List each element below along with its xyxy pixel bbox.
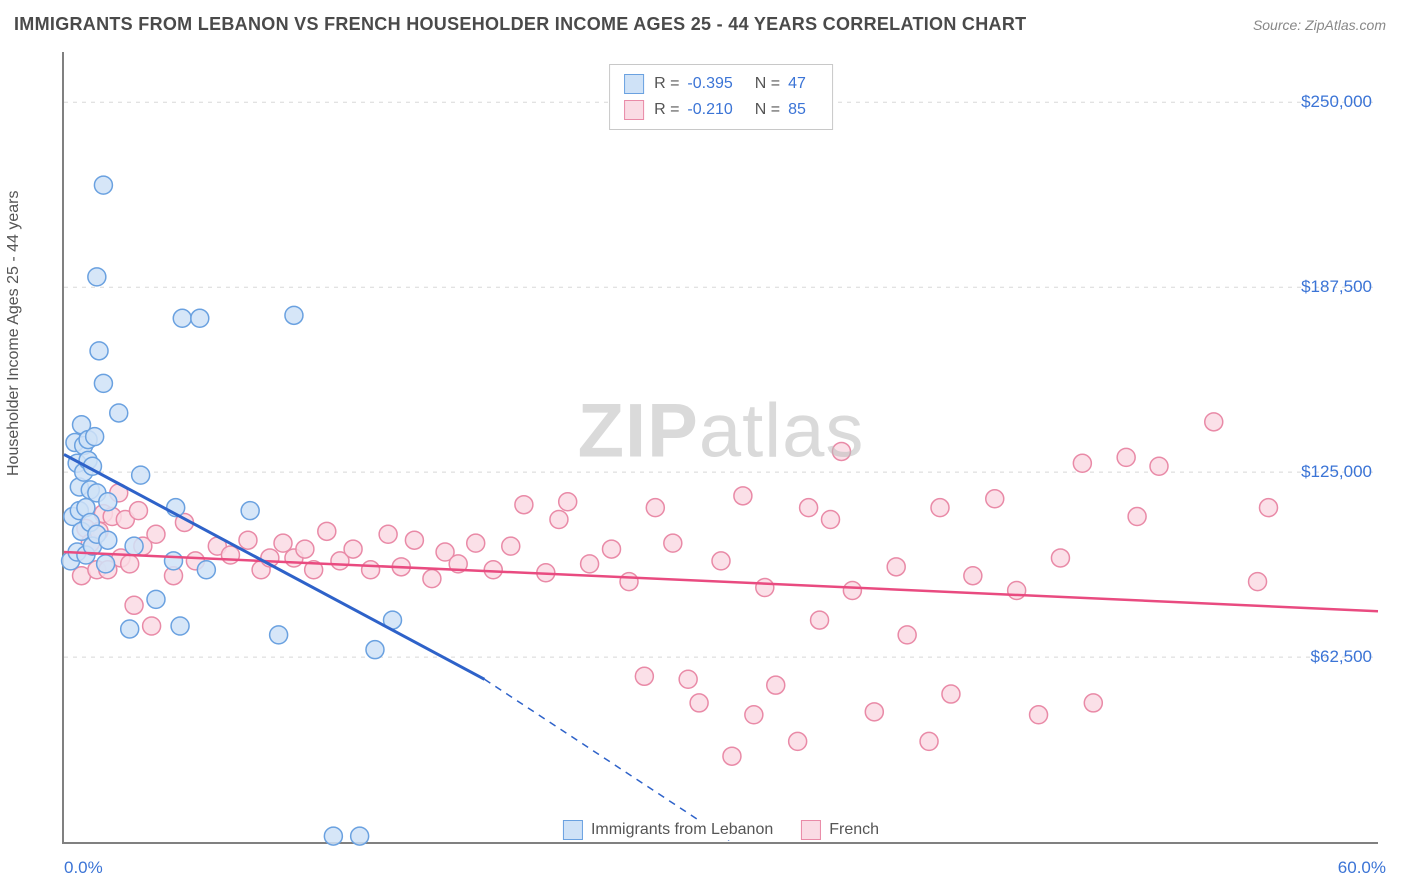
chart-container: Householder Income Ages 25 - 44 years ZI…	[16, 46, 1392, 876]
legend-row-french: R = -0.210 N = 85	[624, 97, 818, 123]
trend-line	[484, 679, 731, 842]
legend-row-lebanon: R = -0.395 N = 47	[624, 71, 818, 97]
x-axis-max: 60.0%	[1338, 858, 1386, 878]
source-label: Source: ZipAtlas.com	[1253, 17, 1386, 33]
swatch-french-icon	[801, 820, 821, 840]
x-axis-min: 0.0%	[64, 858, 103, 878]
chart-header: IMMIGRANTS FROM LEBANON VS FRENCH HOUSEH…	[0, 0, 1406, 43]
y-tick-label: $250,000	[1301, 92, 1372, 112]
legend-label-french: French	[829, 821, 879, 839]
y-axis-label: Householder Income Ages 25 - 44 years	[5, 191, 23, 477]
trend-layer	[64, 52, 1378, 842]
swatch-lebanon-icon	[563, 820, 583, 840]
legend-label-lebanon: Immigrants from Lebanon	[591, 821, 773, 839]
n-value-french: 85	[788, 97, 806, 123]
y-tick-label: $187,500	[1301, 277, 1372, 297]
y-tick-label: $125,000	[1301, 462, 1372, 482]
n-value-lebanon: 47	[788, 71, 806, 97]
legend-item-french: French	[801, 820, 879, 840]
y-tick-label: $62,500	[1311, 647, 1372, 667]
swatch-lebanon-icon	[624, 74, 644, 94]
chart-title: IMMIGRANTS FROM LEBANON VS FRENCH HOUSEH…	[14, 14, 1026, 35]
r-value-lebanon: -0.395	[687, 71, 732, 97]
plot-area: ZIPatlas R = -0.395 N = 47 R = -0.210 N …	[62, 52, 1378, 844]
swatch-french-icon	[624, 100, 644, 120]
legend-item-lebanon: Immigrants from Lebanon	[563, 820, 773, 840]
correlation-legend: R = -0.395 N = 47 R = -0.210 N = 85	[609, 64, 833, 130]
r-value-french: -0.210	[687, 97, 732, 123]
series-legend: Immigrants from Lebanon French	[559, 820, 883, 840]
trend-line	[64, 454, 484, 679]
